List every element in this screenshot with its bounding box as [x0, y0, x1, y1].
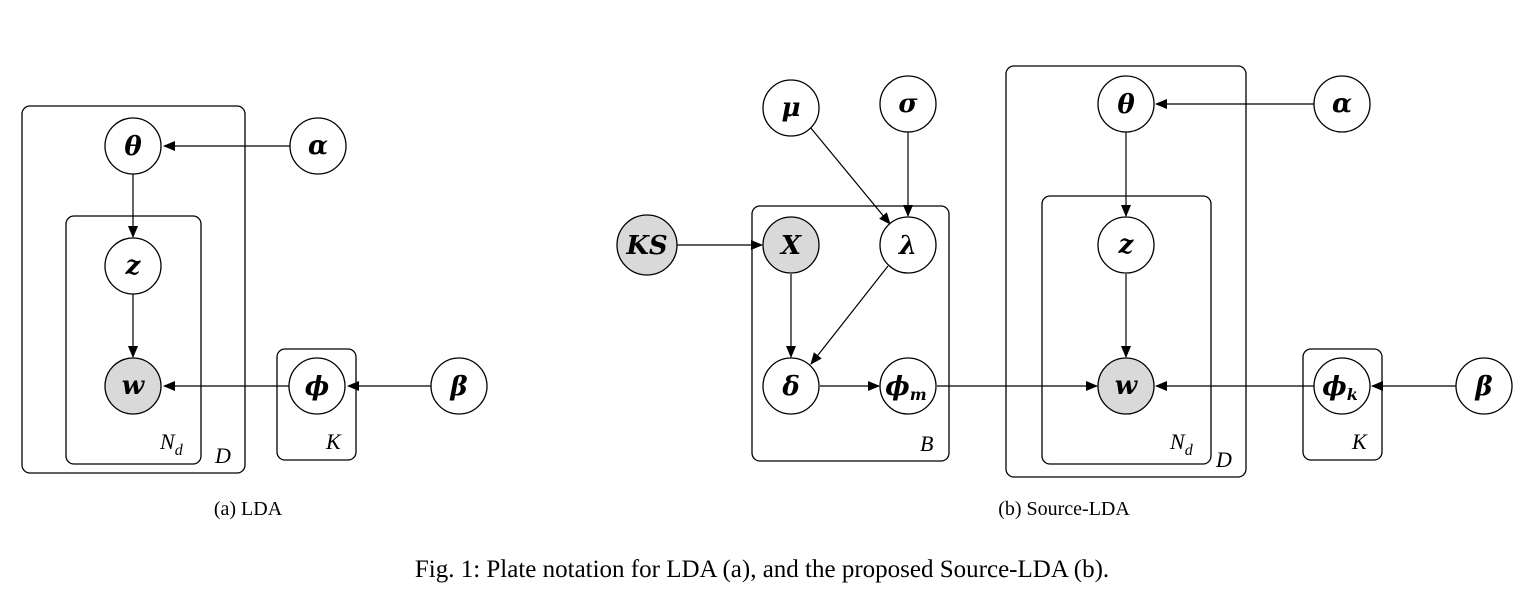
node-phi-lda-label: ϕ	[305, 372, 329, 402]
plate-nd-source-label: Nd	[1169, 429, 1194, 459]
node-lambda	[879, 216, 937, 274]
node-x-label: X	[779, 231, 803, 261]
figure-caption: Fig. 1: Plate notation for LDA (a), and …	[415, 556, 1109, 583]
node-sigma	[879, 75, 937, 133]
plate-k-lda	[276, 348, 357, 461]
node-phi-k	[1313, 357, 1371, 415]
node-ks-label: KS	[625, 231, 667, 261]
source-lda-subcaption: (b) Source-LDA	[998, 498, 1130, 520]
plate-k-source	[1302, 348, 1383, 461]
node-beta-source	[1455, 357, 1513, 415]
plate-d-lda	[21, 105, 246, 474]
node-w-lda	[104, 357, 162, 415]
node-beta-source-label: β	[1474, 372, 1492, 402]
source-lda-diagram: B D Nd K μ σ θ α KS X λ z δ	[616, 65, 1513, 520]
node-z-lda	[104, 237, 162, 295]
lda-subcaption: (a) LDA	[214, 498, 283, 520]
node-theta-lda-label: θ	[124, 132, 142, 162]
plate-k-source-label: K	[1351, 429, 1368, 454]
node-alpha-lda-label: α	[308, 131, 328, 161]
node-lambda-label: λ	[898, 231, 917, 261]
node-mu-label: μ	[781, 93, 800, 123]
node-z-source	[1097, 216, 1155, 274]
plate-d-source	[1005, 65, 1247, 478]
node-beta-lda-label: β	[449, 372, 467, 402]
lda-diagram: D Nd K θ α z w ϕ β (a) LDA	[21, 105, 488, 520]
plate-d-lda-label: D	[214, 443, 231, 468]
node-phi-k-label: ϕk	[1322, 372, 1358, 404]
edge-mu-lambda	[809, 126, 891, 225]
node-beta-lda	[430, 357, 488, 415]
node-z-source-label: z	[1118, 230, 1135, 260]
node-theta-source-label: θ	[1117, 90, 1135, 120]
node-theta-source	[1097, 75, 1155, 133]
node-w-source	[1097, 357, 1155, 415]
node-phi-lda	[288, 357, 346, 415]
node-theta-lda	[104, 117, 162, 175]
node-x	[762, 216, 820, 274]
node-mu	[762, 79, 820, 137]
node-w-source-label: w	[1115, 371, 1139, 401]
node-delta	[762, 357, 820, 415]
node-alpha-source-label: α	[1332, 89, 1352, 119]
plate-nd-lda-label: Nd	[159, 429, 184, 459]
plate-k-lda-label: K	[325, 429, 342, 454]
plate-b	[751, 205, 950, 462]
plate-d-source-label: D	[1215, 447, 1232, 472]
node-phi-m	[879, 357, 937, 415]
node-phi-m-label: ϕm	[885, 372, 926, 404]
node-ks	[616, 214, 678, 276]
plate-b-label: B	[920, 431, 933, 456]
node-sigma-label: σ	[898, 89, 918, 119]
node-z-lda-label: z	[125, 251, 142, 281]
node-delta-label: δ	[781, 372, 799, 402]
node-alpha-lda	[289, 117, 347, 175]
node-alpha-source	[1313, 75, 1371, 133]
edge-lambda-delta	[810, 265, 889, 365]
node-w-lda-label: w	[122, 371, 146, 401]
